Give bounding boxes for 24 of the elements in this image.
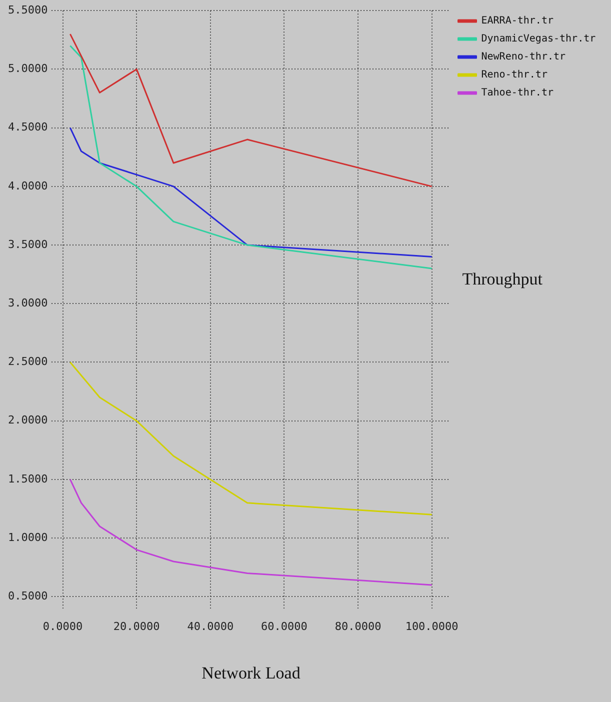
x-tick-label: 100.0000 — [405, 620, 458, 633]
legend-label: DynamicVegas-thr.tr — [481, 34, 596, 45]
x-tick-label: 0.0000 — [42, 620, 83, 633]
y-tick-label: 0.5000 — [8, 590, 48, 603]
y-tick-label: 1.5000 — [8, 472, 48, 486]
x-tick-label: 80.0000 — [334, 620, 382, 633]
legend-label: EARRA-thr.tr — [481, 16, 554, 27]
y-tick-label: 1.0000 — [8, 530, 48, 544]
y-tick-label: 2.0000 — [8, 414, 48, 427]
legend-label: NewReno-thr.tr — [481, 52, 566, 63]
y-tick-label: 4.5000 — [8, 120, 48, 134]
x-tick-label: 40.0000 — [187, 620, 234, 633]
legend-label: Reno-thr.tr — [481, 70, 548, 81]
y-tick-label: 3.0000 — [8, 296, 48, 310]
y-tick-label: 3.5000 — [8, 238, 48, 251]
y-tick-label: 4.0000 — [8, 179, 48, 192]
x-tick-label: 60.0000 — [261, 620, 308, 633]
y-tick-label: 5.0000 — [8, 62, 48, 76]
legend-label: Tahoe-thr.tr — [481, 88, 554, 99]
x-tick-label: 20.0000 — [113, 620, 160, 633]
y-axis-title: Throughput — [462, 270, 543, 289]
y-tick-label: 5.5000 — [8, 3, 48, 16]
x-axis-title: Network Load — [202, 663, 301, 682]
y-tick-label: 2.5000 — [8, 355, 48, 368]
